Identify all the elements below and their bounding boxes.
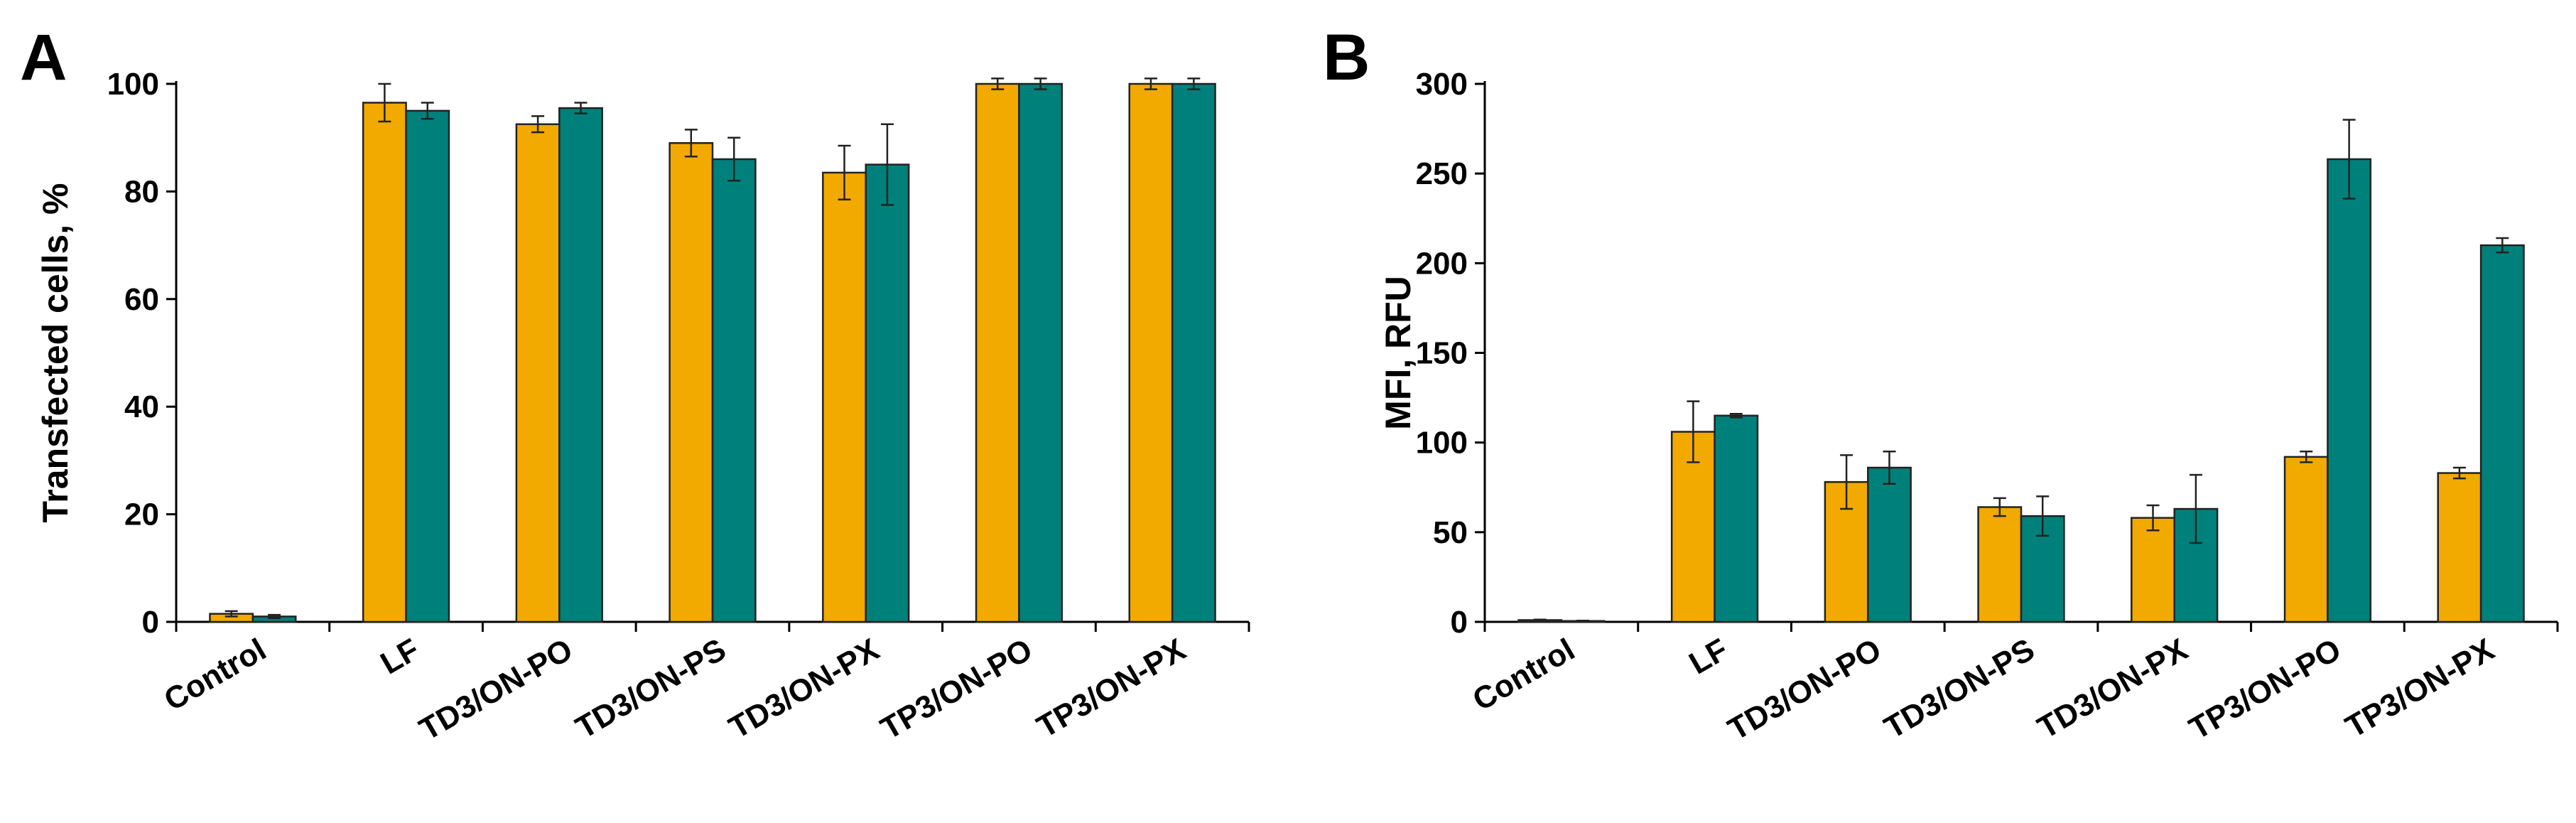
bar-series2 bbox=[558, 107, 603, 623]
x-tick-label: Control bbox=[158, 632, 272, 718]
x-tick-label: TD3/ON-PS bbox=[570, 632, 732, 746]
bar-series2 bbox=[1171, 82, 1216, 623]
bar-series1 bbox=[1128, 82, 1174, 623]
y-tick-label: 80 bbox=[124, 174, 159, 209]
x-tick-label: TP3/ON-PO bbox=[875, 632, 1039, 746]
x-tick-label: TD3/ON-PO bbox=[1722, 632, 1887, 747]
y-tick-label: 0 bbox=[1451, 605, 1468, 640]
bar-series2 bbox=[711, 158, 757, 623]
x-tick-label: TD3/ON-PX bbox=[2032, 632, 2194, 746]
y-tick-label: 50 bbox=[1433, 515, 1468, 550]
panel-letter: B bbox=[1323, 21, 1370, 94]
bar-series1 bbox=[515, 123, 561, 623]
y-tick-label: 60 bbox=[124, 282, 159, 317]
y-tick-label: 20 bbox=[124, 497, 159, 532]
bar-series2 bbox=[1867, 466, 1912, 623]
y-tick-label: 100 bbox=[107, 67, 159, 102]
bar-series1 bbox=[822, 171, 867, 623]
chart-panel-a: A Transfected cells, % 0 20 40 60 80 100 Control… bbox=[20, 21, 1250, 747]
bar-series1 bbox=[669, 142, 714, 623]
bar-series1 bbox=[1977, 506, 2023, 623]
y-axis-label: Transfected cells, % bbox=[36, 183, 75, 522]
y-tick-label: 300 bbox=[1416, 67, 1468, 102]
x-tick-label: TD3/ON-PX bbox=[723, 632, 885, 746]
x-tick-label: LF bbox=[375, 632, 426, 681]
y-tick-label: 250 bbox=[1416, 156, 1468, 191]
bar-series1 bbox=[2437, 472, 2482, 623]
bar-series2 bbox=[2479, 244, 2525, 623]
x-tick-label: TP3/ON-PX bbox=[1031, 632, 1191, 745]
bar-series2 bbox=[865, 163, 910, 623]
bar-series2 bbox=[2327, 158, 2372, 623]
y-tick-label: 0 bbox=[142, 605, 159, 640]
x-tick-label: TD3/ON-PO bbox=[413, 632, 578, 747]
x-tick-label: LF bbox=[1684, 632, 1734, 681]
bar-series2 bbox=[1714, 414, 1759, 623]
x-tick-label: TP3/ON-PX bbox=[2339, 632, 2500, 745]
x-tick-label: TP3/ON-PO bbox=[2184, 632, 2347, 746]
bar-series1 bbox=[1670, 431, 1716, 623]
x-tick-label: TD3/ON-PS bbox=[1878, 632, 2040, 746]
y-tick-label: 150 bbox=[1416, 336, 1468, 371]
panel-letter: A bbox=[20, 21, 67, 94]
y-tick-label: 200 bbox=[1416, 246, 1468, 281]
bar-series1 bbox=[975, 82, 1020, 623]
bar-series1 bbox=[2131, 517, 2175, 623]
y-axis-label: MFI, RFU bbox=[1378, 276, 1418, 430]
bar-series1 bbox=[2283, 456, 2329, 623]
y-tick-label: 100 bbox=[1416, 426, 1468, 461]
bar-series2 bbox=[405, 109, 450, 623]
bar-series1 bbox=[362, 102, 407, 623]
bar-series2 bbox=[1018, 82, 1064, 623]
y-tick-label: 40 bbox=[124, 389, 159, 424]
x-tick-label: Control bbox=[1467, 632, 1581, 718]
